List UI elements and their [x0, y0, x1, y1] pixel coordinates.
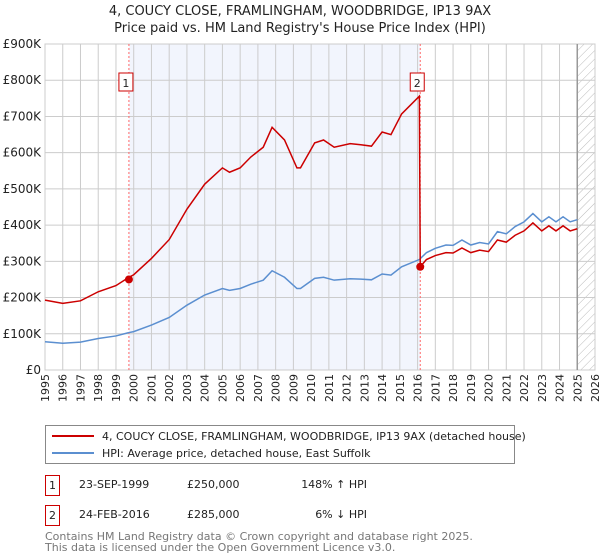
x-tick-label: 1999 [110, 374, 123, 402]
future-hatch-region [577, 44, 595, 370]
legend-item-property: 4, COUCY CLOSE, FRAMLINGHAM, WOODBRIDGE,… [52, 429, 526, 443]
x-tick-label: 1996 [57, 374, 70, 402]
y-tick-label: £800K [3, 73, 43, 87]
x-tick-label: 2014 [376, 374, 389, 402]
x-tick-label: 2009 [287, 374, 300, 402]
x-tick-label: 2025 [571, 374, 584, 402]
sale-marker-badge: 2 [45, 505, 60, 526]
sale-marker-label: 1 [122, 77, 129, 90]
x-tick-label: 2017 [429, 374, 442, 402]
sale-price: £285,000 [187, 508, 240, 521]
x-tick-label: 2005 [216, 374, 229, 402]
sale-row: 2 24-FEB-2016 £285,000 6% ↓ HPI [45, 505, 445, 526]
y-tick-label: £400K [3, 218, 43, 232]
x-tick-label: 2007 [252, 374, 265, 402]
x-tick-label: 2022 [518, 374, 531, 402]
sale-marker-box [409, 72, 425, 92]
y-tick-label: £300K [3, 254, 43, 268]
x-tick-label: 2004 [199, 374, 212, 402]
x-tick-label: 2020 [483, 374, 496, 402]
x-tick-label: 2001 [145, 374, 158, 402]
plot-border [44, 43, 596, 371]
y-tick-label: £0 [26, 363, 41, 377]
x-tick-label: 2010 [305, 374, 318, 402]
legend-swatch-hpi [52, 452, 94, 454]
price-chart: 1995 1996 1997 1998 1999 2000 2001 2002 2003 2004… [3, 37, 600, 402]
sale-hpi-change: 6% ↓ HPI [315, 508, 367, 521]
legend-label-property: 4, COUCY CLOSE, FRAMLINGHAM, WOODBRIDGE,… [102, 429, 526, 443]
x-tick-label: 2021 [500, 374, 513, 402]
sale-row: 1 23-SEP-1999 £250,000 148% ↑ HPI [45, 475, 445, 496]
legend-swatch-property [52, 435, 94, 437]
x-tick-label: 1995 [39, 374, 52, 402]
x-tick-label: 2024 [554, 374, 567, 402]
sale-price: £250,000 [187, 478, 240, 491]
x-tick-label: 2006 [234, 374, 247, 402]
sale-date: 24-FEB-2016 [79, 508, 150, 521]
footer-copyright: Contains HM Land Registry data © Crown c… [45, 530, 473, 543]
footer-licence: This data is licensed under the Open Gov… [45, 541, 396, 554]
x-tick-label: 2016 [412, 374, 425, 402]
legend-item-hpi: HPI: Average price, detached house, East… [52, 446, 371, 460]
sale-marker-box [118, 72, 134, 92]
x-tick-label: 2018 [447, 374, 460, 402]
sale-date: 23-SEP-1999 [79, 478, 150, 491]
y-tick-label: £700K [3, 109, 43, 123]
sale-point [416, 262, 425, 271]
sale-marker-label: 2 [414, 77, 421, 90]
y-tick-label: £200K [3, 291, 43, 305]
sale-hpi-change: 148% ↑ HPI [301, 478, 367, 491]
sale-point [124, 275, 133, 284]
x-tick-label: 2015 [394, 374, 407, 402]
chart-legend: 4, COUCY CLOSE, FRAMLINGHAM, WOODBRIDGE,… [45, 425, 526, 464]
y-tick-label: £900K [3, 37, 43, 51]
x-tick-label: 1997 [74, 374, 87, 402]
chart-subtitle: Price paid vs. HM Land Registry's House … [114, 21, 486, 36]
hpi-line [44, 212, 578, 344]
chart-title: 4, COUCY CLOSE, FRAMLINGHAM, WOODBRIDGE,… [108, 4, 492, 19]
x-tick-label: 2026 [589, 374, 600, 402]
legend-label-hpi: HPI: Average price, detached house, East… [102, 446, 371, 460]
x-tick-label: 2023 [536, 374, 549, 402]
y-tick-label: £600K [3, 146, 43, 160]
x-tick-label: 2019 [465, 374, 478, 402]
y-tick-label: £500K [3, 182, 43, 196]
sale-marker-badge: 1 [45, 475, 60, 496]
x-tick-label: 1998 [92, 374, 105, 402]
y-tick-label: £100K [3, 327, 43, 341]
x-tick-label: 2000 [128, 374, 141, 402]
x-tick-label: 2002 [163, 374, 176, 402]
x-tick-label: 2013 [358, 374, 371, 402]
x-tick-label: 2003 [181, 374, 194, 402]
sale-period-shading [128, 44, 421, 370]
x-tick-label: 2011 [323, 374, 336, 402]
x-tick-label: 2012 [341, 374, 354, 402]
property-price-line [44, 94, 578, 305]
x-tick-label: 2008 [270, 374, 283, 402]
